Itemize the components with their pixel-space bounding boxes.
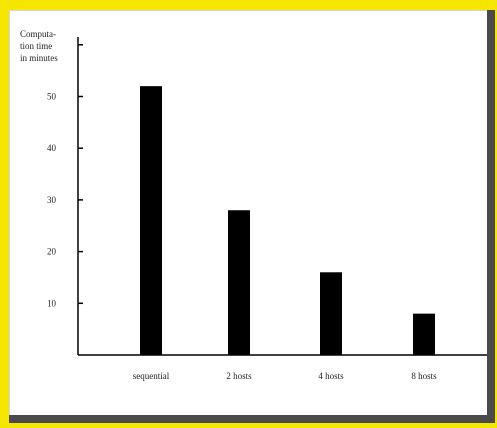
- bar-sequential: [140, 86, 162, 355]
- bar-chart: Computa- tion time in minutes 10 20 30 40 50…: [20, 29, 487, 381]
- y-axis-title-line-2: tion time: [20, 41, 52, 51]
- bar-4-hosts: [320, 272, 342, 355]
- y-axis-title-line-1: Computa-: [20, 29, 56, 39]
- y-tick-label-10: 10: [47, 298, 57, 308]
- x-tick-label-4-hosts: 4 hosts: [318, 371, 344, 381]
- x-tick-label-sequential: sequential: [133, 371, 170, 381]
- y-tick-label-20: 20: [47, 247, 57, 257]
- y-tick-label-40: 40: [47, 143, 57, 153]
- y-axis-title: Computa- tion time in minutes: [20, 29, 58, 63]
- x-tick-label-8-hosts: 8 hosts: [411, 371, 437, 381]
- y-tick-label-50: 50: [47, 92, 57, 102]
- x-tick-labels: sequential 2 hosts 4 hosts 8 hosts: [133, 371, 437, 381]
- y-axis-title-line-3: in minutes: [20, 53, 58, 63]
- y-ticks: 10 20 30 40 50: [47, 44, 83, 308]
- x-tick-label-2-hosts: 2 hosts: [226, 371, 252, 381]
- bar-2-hosts: [228, 210, 250, 355]
- y-tick-label-30: 30: [47, 195, 57, 205]
- bars: [140, 86, 435, 355]
- bar-8-hosts: [413, 313, 435, 355]
